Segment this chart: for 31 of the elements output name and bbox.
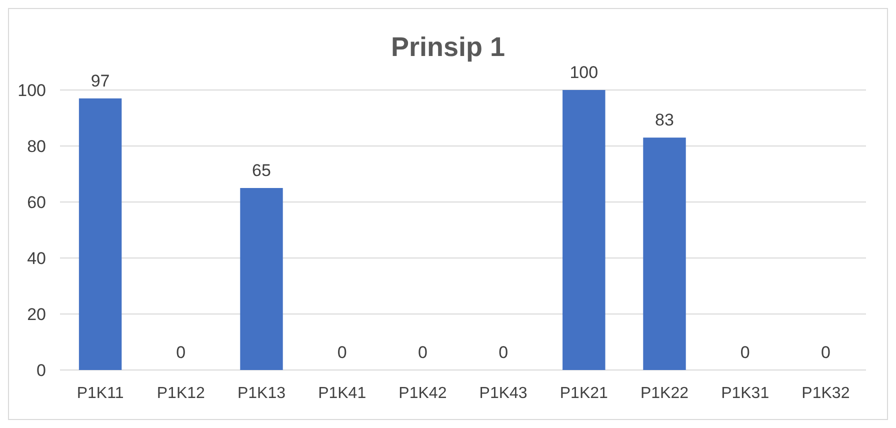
x-tick-label: P1K32	[802, 385, 850, 402]
x-tick-label: P1K41	[318, 385, 366, 402]
bar	[240, 188, 283, 370]
data-label: 97	[90, 71, 110, 90]
y-tick-label: 80	[27, 136, 46, 156]
data-label: 100	[570, 63, 598, 82]
chart-title: Prinsip 1	[390, 32, 506, 62]
y-tick-label: 40	[27, 248, 46, 268]
data-label: 0	[740, 343, 750, 362]
y-tick-label: 20	[27, 304, 46, 324]
data-label: 0	[820, 343, 830, 362]
bar	[643, 138, 686, 370]
y-tick-label: 0	[36, 360, 46, 380]
data-label: 65	[252, 161, 271, 180]
x-tick-label: P1K13	[237, 385, 286, 402]
data-label: 0	[176, 343, 186, 362]
x-tick-label: P1K31	[721, 385, 770, 402]
bar	[78, 98, 122, 370]
y-tick-label: 60	[27, 192, 46, 212]
data-label: 0	[418, 343, 428, 362]
x-tick-label: P1K21	[560, 385, 608, 402]
y-tick-label: 100	[18, 80, 46, 100]
x-tick-label: P1K12	[156, 385, 206, 402]
data-label: 0	[337, 343, 347, 362]
bar	[562, 90, 606, 370]
x-tick-label: P1K22	[640, 385, 689, 402]
data-label: 83	[655, 110, 674, 130]
data-label: 0	[498, 343, 508, 362]
x-tick-label: P1K42	[398, 385, 447, 402]
x-tick-label: P1K43	[479, 385, 528, 402]
x-tick-label: P1K11	[76, 385, 124, 402]
